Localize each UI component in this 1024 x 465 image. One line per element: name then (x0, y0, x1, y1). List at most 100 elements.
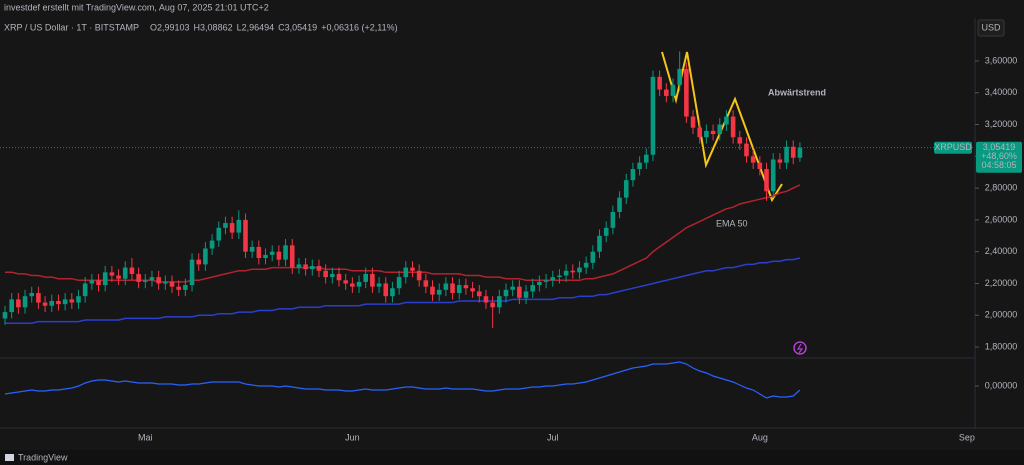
y-tick-label: 3,60000 (985, 55, 1018, 65)
candle-body (383, 283, 389, 297)
candle-body (563, 270, 569, 276)
candle-body (764, 169, 769, 192)
candle-body (657, 76, 662, 90)
candle-body (350, 283, 355, 287)
candle-body (363, 273, 369, 282)
x-tick-label: Sep (959, 432, 975, 442)
candle-body (396, 277, 402, 289)
candle-body (102, 272, 108, 286)
candle-body (122, 267, 128, 279)
candle-body (390, 288, 395, 297)
ohlc-value: O2,99103 (150, 22, 190, 32)
candle-body (29, 293, 35, 297)
ohlc-value: C3,05419 (278, 22, 317, 32)
candle-body (169, 281, 175, 287)
candle-body (109, 272, 115, 276)
candle-body (704, 130, 709, 138)
candle-body (410, 267, 415, 271)
candle-body (730, 116, 736, 138)
candle-body (443, 283, 449, 290)
candle-body (684, 68, 689, 117)
candle-body (76, 296, 81, 303)
candle-body (737, 137, 743, 144)
candle-body (630, 169, 636, 181)
currency-box[interactable] (977, 19, 1005, 37)
candle-body (570, 270, 576, 273)
y-tick-label: 3,40000 (985, 87, 1018, 97)
ohlc-value: L2,96494 (237, 22, 275, 32)
y-tick-label: 2,20000 (985, 278, 1018, 288)
brand: TradingView (18, 452, 68, 462)
candle-body (269, 251, 275, 255)
x-tick-label: Jul (547, 432, 559, 442)
candle-body (777, 159, 783, 163)
price-tag-label: 3,05419 (983, 142, 1016, 152)
y-tick-label: 1,80000 (985, 341, 1018, 351)
candle-body (643, 154, 649, 163)
footer (0, 450, 1024, 465)
x-tick-label: Aug (752, 432, 768, 442)
symbol-tag (934, 141, 972, 154)
candle-body (163, 281, 168, 284)
candle-body (183, 285, 188, 290)
candle-body (724, 116, 729, 125)
oscillator-line (4, 361, 801, 399)
candle-body (503, 289, 509, 297)
candle-body (303, 264, 308, 270)
y-tick-label: 3,20000 (985, 119, 1018, 129)
candle-body (430, 286, 435, 295)
candle-body (62, 299, 68, 305)
candle-body (603, 227, 609, 236)
candle-body (664, 89, 669, 96)
candle-body (309, 265, 315, 270)
candle-body (590, 251, 596, 263)
candle-body (263, 254, 268, 259)
candle-body (517, 286, 522, 298)
candle-body (330, 273, 335, 278)
candle-body (336, 273, 342, 281)
candle-body (423, 280, 429, 287)
candle-body (209, 240, 215, 249)
candle-body (403, 267, 409, 278)
candle-body (229, 223, 235, 233)
candle-body (56, 300, 61, 305)
alert-icon[interactable] (793, 341, 807, 355)
y-tick-label: 2,80000 (985, 182, 1018, 192)
alert-icon-bolt (796, 343, 804, 354)
candle-body (530, 285, 536, 292)
price-tag-countdown: 04:58:05 (981, 160, 1016, 170)
candle-body (69, 299, 75, 303)
candle-body (523, 291, 529, 298)
candle-body (323, 270, 328, 278)
y-tick-label: 2,40000 (985, 246, 1018, 256)
candle-body (343, 280, 348, 284)
candle-body (790, 146, 796, 158)
trend-drawing (661, 51, 783, 203)
candle-body (249, 246, 255, 252)
candle-body (577, 267, 582, 273)
candle-body (717, 124, 723, 135)
price-tag (976, 141, 1022, 173)
ohlc-value: +0,06316 (+2,11%) (321, 22, 397, 32)
price-tag-change: +48,60% (981, 151, 1017, 161)
candle-body (690, 116, 696, 128)
candle-body (42, 302, 48, 306)
candle-body (82, 283, 88, 297)
candle-body (96, 280, 101, 286)
candle-body (597, 235, 602, 252)
y-tick-label: 0,00000 (985, 380, 1018, 390)
candle-body (436, 289, 442, 295)
candle-body (22, 296, 28, 308)
candle-body (650, 76, 656, 155)
candle-body (316, 265, 322, 271)
candle-body (243, 219, 248, 252)
candle-body (129, 267, 135, 274)
candle-body (276, 251, 282, 260)
candle-body (296, 264, 302, 268)
candle-body (543, 280, 549, 282)
candle-body (610, 211, 616, 228)
candle-body (116, 275, 121, 279)
candle-body (750, 156, 756, 163)
candle-body (176, 286, 181, 290)
